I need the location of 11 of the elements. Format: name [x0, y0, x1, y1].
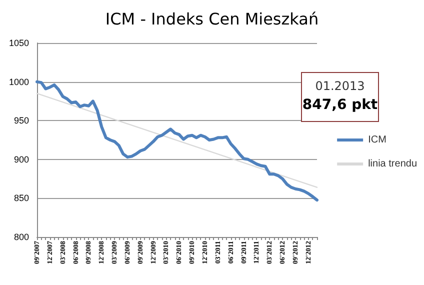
y-tick-label: 1000: [8, 76, 29, 87]
annotation: 847,6 pkt: [302, 97, 378, 113]
y-tick-label: 950: [14, 116, 29, 126]
legend-label: ICM: [368, 134, 386, 146]
y-tick-label: 900: [14, 154, 29, 164]
y-tick-label: 800: [14, 232, 29, 242]
chart-title: ICM - Indeks Cen Mieszkań: [105, 10, 319, 28]
y-tick-label: 850: [14, 193, 29, 204]
annotation: 01.2013: [314, 79, 366, 93]
legend-label: linia trendu: [368, 158, 417, 170]
y-tick-label: 1050: [8, 38, 29, 48]
